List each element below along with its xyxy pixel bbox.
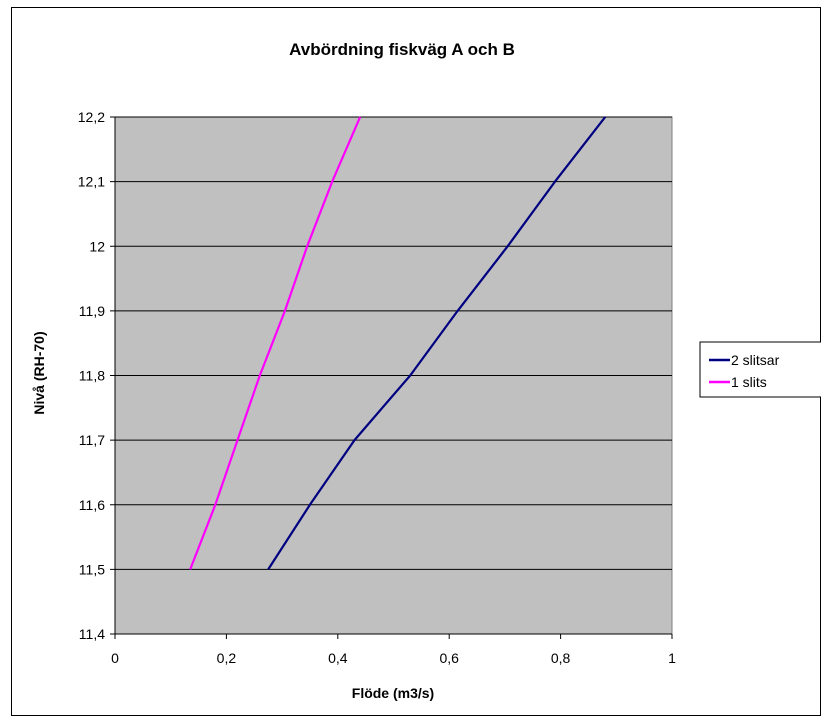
series-line-1: [267, 116, 607, 570]
y-tick-label: 11,5: [79, 561, 105, 577]
y-tick-label: 12: [89, 238, 105, 254]
y-tick-label: 11,4: [79, 626, 105, 642]
x-tick-label: 0,8: [551, 650, 571, 666]
legend: 2 slitsar 1 slits: [699, 341, 821, 398]
legend-label-1: 2 slitsar: [731, 352, 780, 368]
series-line-2: [189, 116, 362, 570]
y-tick-label: 11,9: [79, 303, 105, 319]
x-tick-label: 0: [111, 650, 119, 666]
tick-labels: 11,4 11,5 11,6 11,7 11,8 11,9 12 12,1 12,2 0 0,2 0,…: [78, 109, 676, 666]
chart-title: Avbördning fiskväg A och B: [289, 40, 515, 59]
series-lines: [189, 116, 607, 570]
y-tick-label: 12,1: [78, 174, 105, 190]
gridlines: [115, 116, 672, 570]
legend-label-2: 1 slits: [731, 374, 767, 390]
y-tick-label: 11,6: [79, 497, 105, 513]
x-axis-title: Flöde (m3/s): [352, 685, 434, 701]
y-tick-label: 12,2: [78, 109, 105, 125]
x-tick-label: 0,6: [439, 650, 459, 666]
y-tick-label: 11,8: [79, 368, 105, 384]
y-tick-label: 11,7: [79, 432, 105, 448]
legend-box: [699, 341, 821, 398]
x-tick-label: 0,4: [328, 650, 348, 666]
x-tick-label: 1: [668, 650, 676, 666]
y-axis-title: Nivå (RH-70): [31, 331, 47, 414]
axes: [110, 116, 673, 639]
x-tick-label: 0,2: [217, 650, 237, 666]
